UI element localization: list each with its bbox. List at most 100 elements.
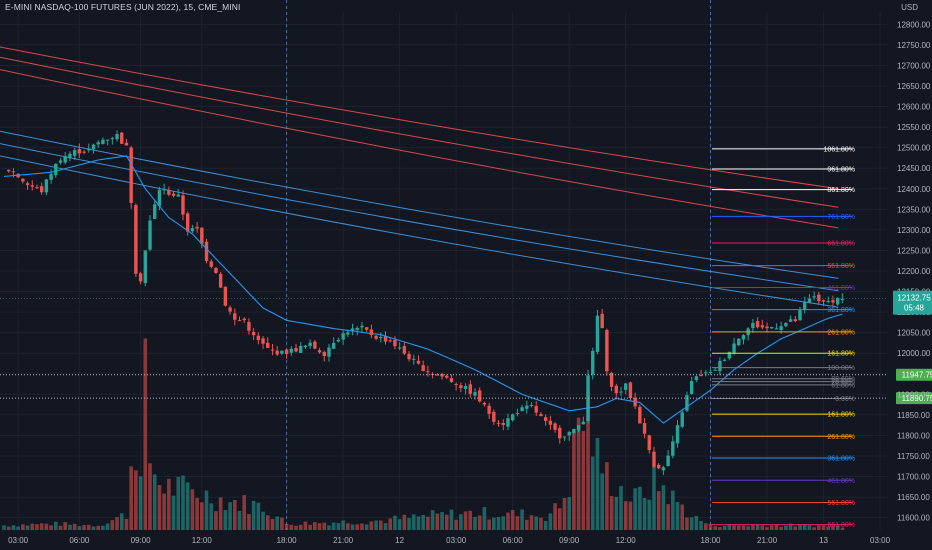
volume-bar (755, 524, 760, 530)
candle-body (412, 358, 416, 360)
candle-body (496, 422, 501, 424)
volume-bar (6, 526, 11, 530)
volume-bar (826, 526, 831, 530)
x-axis-tick-label: 12:00 (192, 536, 213, 545)
volume-bar (284, 523, 289, 530)
volume-bar (430, 510, 435, 530)
volume-bar (713, 526, 718, 530)
candle-body (760, 325, 765, 328)
volume-bar (482, 506, 487, 530)
candle-body (35, 187, 39, 189)
volume-bar (642, 497, 647, 530)
candle-body (82, 151, 86, 153)
volume-bar (680, 504, 685, 530)
candle-body (506, 418, 510, 427)
volume-bar (134, 470, 138, 530)
candle-body (25, 183, 30, 186)
candle-body (350, 328, 355, 332)
y-axis-tick-label: 11750.00 (897, 452, 930, 461)
volume-bar (303, 521, 308, 530)
volume-bar (294, 525, 298, 530)
y-axis-tick-label: 11900.00 (897, 390, 930, 399)
volume-bar (341, 520, 345, 530)
volume-bar (520, 509, 524, 530)
candle-body (680, 412, 684, 427)
candle-body (195, 226, 199, 229)
candle-body (167, 190, 171, 195)
volume-bar (308, 524, 312, 530)
price-tag (896, 368, 932, 381)
candle-body (91, 144, 96, 150)
volume-bar (821, 525, 826, 530)
candle-body (256, 335, 261, 340)
candle-body (675, 425, 680, 444)
volume-bar (812, 527, 816, 530)
candle-body (459, 385, 463, 388)
candle-body (751, 322, 755, 329)
countdown-label: 05:48 (904, 304, 925, 313)
fib-level-label: 361.80% (827, 307, 855, 314)
volume-bar (605, 462, 609, 530)
volume-bar (769, 525, 774, 530)
volume-bar (35, 524, 39, 530)
candle-body (138, 273, 143, 282)
volume-bar (360, 523, 364, 530)
candle-body (317, 350, 322, 353)
volume-bar (190, 489, 195, 530)
y-axis-tick-label: 12600.00 (897, 103, 931, 112)
volume-bar (557, 508, 562, 530)
volume-bar (327, 525, 331, 530)
candle-body (181, 195, 185, 215)
volume-bar (496, 517, 501, 530)
candle-body (176, 194, 180, 197)
volume-bar (336, 523, 341, 530)
symbol-title[interactable]: E-MINI NASDAQ-100 FUTURES (JUN 2022), 15… (5, 2, 241, 12)
candle-body (605, 330, 609, 372)
volume-bar (468, 510, 473, 530)
fib-level-label: 961.80% (827, 167, 855, 174)
fib-level-label: 0.00% (835, 396, 855, 403)
x-axis-tick-label: 18:00 (277, 536, 298, 545)
ema-line (3, 155, 843, 424)
volume-bar (675, 502, 680, 530)
candle-body (416, 360, 421, 364)
volume-bar (355, 524, 360, 530)
volume-bar (119, 513, 124, 530)
volume-bar (689, 517, 694, 530)
volume-bar (393, 515, 397, 530)
candle-body (44, 179, 49, 193)
volume-bar (30, 523, 35, 530)
candle-body (652, 451, 656, 467)
y-axis-tick-label: 12200.00 (897, 267, 931, 276)
volume-bar (633, 488, 637, 530)
volume-bar (21, 524, 25, 530)
candle-body (327, 347, 331, 357)
y-axis-tick-label: 11850.00 (897, 411, 930, 420)
x-axis-tick-label: 06:00 (503, 536, 524, 545)
candle-body (270, 349, 275, 351)
volume-bar (124, 518, 129, 530)
volume-bar (369, 521, 374, 530)
candle-body (148, 220, 152, 250)
volume-bar (525, 519, 529, 530)
candle-body (214, 267, 218, 273)
volume-bar (788, 523, 793, 530)
volume-bar (784, 525, 788, 530)
candle-body (157, 189, 162, 206)
volume-bar (802, 524, 807, 530)
candle-body (732, 343, 736, 354)
candle-body (689, 381, 694, 395)
candle-body (718, 360, 722, 372)
volume-bar (694, 515, 699, 530)
candle-body (812, 296, 816, 298)
volume-bar (501, 516, 506, 530)
candle-body (784, 322, 788, 327)
volume-bar (167, 478, 171, 530)
volume-bar (218, 497, 223, 530)
y-axis-tick-label: 12450.00 (897, 164, 931, 173)
candle-body (266, 342, 270, 348)
y-axis-tick-label: 12400.00 (897, 185, 931, 194)
volume-bar (623, 501, 628, 530)
